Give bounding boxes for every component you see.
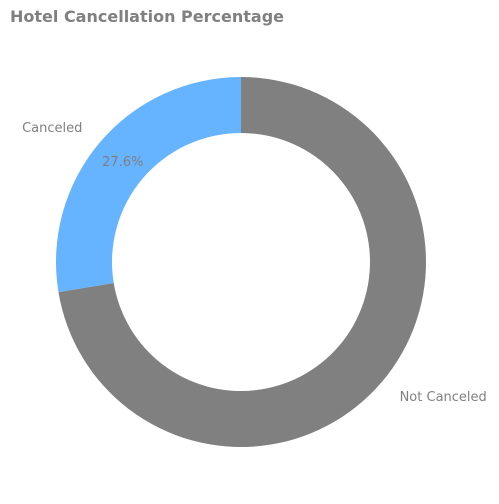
pct-label-canceled: 27.6% xyxy=(102,155,143,170)
slice-label-canceled: Canceled xyxy=(22,121,82,136)
pct-label-not-canceled: 72.4% xyxy=(339,356,380,371)
slice-label-not-canceled: Not Canceled xyxy=(400,390,487,405)
chart-title: Hotel Cancellation Percentage xyxy=(10,7,284,26)
slice-canceled xyxy=(55,77,241,293)
slice-not-canceled xyxy=(58,77,426,447)
